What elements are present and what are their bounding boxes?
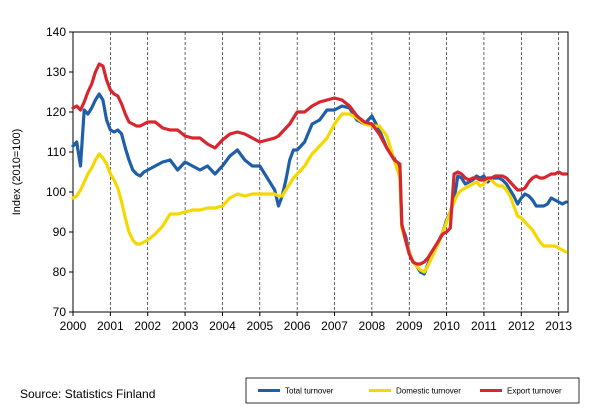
x-tick-label: 2007 (321, 319, 348, 333)
x-tick-label: 2000 (60, 319, 87, 333)
y-tick-label: 110 (47, 145, 66, 159)
y-tick-label: 90 (53, 225, 67, 239)
plot-area (72, 31, 569, 313)
legend-label: Domestic turnover (396, 387, 461, 396)
y-tick-label: 70 (53, 305, 67, 319)
x-tick-label: 2005 (246, 319, 273, 333)
source-note: Source: Statistics Finland (20, 387, 156, 401)
axes: 70 80 90 100 110 120 130 140 2000 2001 2002 2003 200… (46, 25, 572, 333)
y-axis-title: Index (2010=100) (11, 129, 23, 216)
y-tick-label: 100 (46, 185, 66, 199)
series-lines (71, 62, 568, 276)
x-tick-label: 2004 (209, 319, 236, 333)
x-tick-label: 2009 (396, 319, 423, 333)
y-tick-label: 140 (46, 25, 66, 39)
x-tick-label: 2008 (359, 319, 386, 333)
x-tick-label: 2012 (508, 319, 535, 333)
x-tick-label: 2006 (284, 319, 311, 333)
x-tick-label: 2003 (172, 319, 199, 333)
x-tick-label: 2002 (134, 319, 161, 333)
y-tick-label: 130 (46, 65, 66, 79)
y-tick-label: 80 (53, 265, 67, 279)
legend: Total turnover Domestic turnover Export tu… (245, 377, 580, 404)
legend-label: Export turnover (507, 387, 562, 396)
legend-box (245, 377, 580, 404)
series-line-export-turnover (71, 62, 568, 266)
y-tick-label: 120 (46, 105, 66, 119)
x-tick-label: 2013 (545, 319, 572, 333)
x-tick-label: 2001 (97, 319, 124, 333)
x-tick-label: 2011 (471, 319, 497, 333)
legend-label: Total turnover (285, 387, 334, 396)
x-tick-label: 2010 (433, 319, 460, 333)
plot-frame (72, 31, 569, 313)
